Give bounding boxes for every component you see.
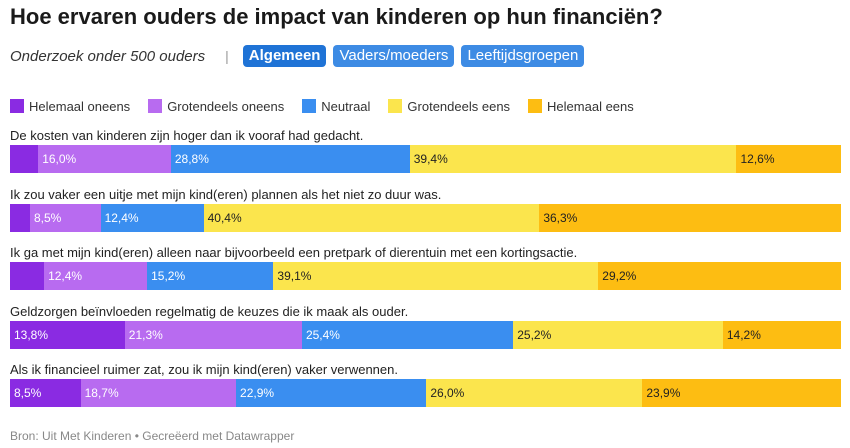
chart-title: Hoe ervaren ouders de impact van kindere… bbox=[10, 4, 663, 29]
question-label: Geldzorgen beïnvloeden regelmatig de keu… bbox=[10, 303, 409, 319]
legend-item: Neutraal bbox=[302, 99, 370, 114]
bar-segment: 15,2% bbox=[147, 262, 274, 290]
segment-value-label: 13,8% bbox=[14, 327, 49, 342]
bar-segment bbox=[10, 203, 30, 232]
segment-value-label: 25,4% bbox=[305, 327, 340, 342]
bar-segment: 8,5% bbox=[29, 203, 101, 232]
bar-segment: 12,4% bbox=[44, 262, 148, 290]
segment-value-label: 21,3% bbox=[128, 327, 163, 342]
bar-segment: 29,2% bbox=[598, 262, 841, 290]
chart-subtitle: Onderzoek onder 500 ouders bbox=[10, 47, 206, 65]
tab-leeftijdsgroepen[interactable]: Leeftijdsgroepen bbox=[461, 45, 585, 67]
segment-value-label: 18,7% bbox=[84, 386, 119, 400]
bar-segment: 12,4% bbox=[100, 203, 204, 232]
bar-segment bbox=[10, 145, 39, 173]
segment-value-label: 16,0% bbox=[42, 152, 77, 166]
segment-value-label: 8,5% bbox=[33, 210, 62, 225]
bar-segment: 25,2% bbox=[513, 320, 723, 349]
legend-swatch bbox=[388, 99, 403, 113]
legend-item: Helemaal oneens bbox=[10, 99, 130, 114]
legend-swatch bbox=[148, 99, 163, 113]
bar-segment bbox=[10, 262, 45, 290]
stacked-bar: 8,5% 18,7% 22,9% 26,0% 23,9% bbox=[10, 379, 841, 407]
segment-value-label: 36,3% bbox=[543, 210, 578, 225]
source-footer: Bron: Uit Met Kinderen • Gecreëerd met D… bbox=[10, 429, 295, 443]
bar-segment: 40,4% bbox=[203, 203, 540, 232]
segment-value-label: 23,9% bbox=[646, 386, 681, 400]
segment-value-label: 12,4% bbox=[48, 269, 83, 283]
segment-value-label: 12,4% bbox=[104, 210, 139, 225]
bar-segment: 25,4% bbox=[301, 320, 514, 349]
segment-value-label: 25,2% bbox=[517, 327, 552, 342]
segment-value-label: 14,2% bbox=[726, 327, 761, 342]
legend-swatch bbox=[302, 99, 317, 113]
separator: | bbox=[225, 48, 229, 64]
segment-value-label: 12,6% bbox=[740, 152, 775, 166]
bar-segment: 21,3% bbox=[124, 320, 302, 349]
segment-value-label: 40,4% bbox=[207, 210, 242, 225]
legend-item: Helemaal eens bbox=[528, 99, 634, 114]
legend-label: Grotendeels eens bbox=[407, 98, 511, 114]
segment-value-label: 28,8% bbox=[174, 152, 209, 166]
question-label: Ik zou vaker een uitje met mijn kind(ere… bbox=[10, 186, 442, 202]
legend-swatch bbox=[10, 99, 24, 113]
bar-segment: 22,9% bbox=[236, 379, 427, 407]
bar-segment: 13,8% bbox=[10, 320, 125, 349]
legend-label: Helemaal eens bbox=[547, 98, 634, 114]
bar-segment: 26,0% bbox=[426, 379, 643, 407]
segment-value-label: 22,9% bbox=[240, 386, 275, 400]
chart-legend: Helemaal oneens Grotendeels oneens Neutraa… bbox=[10, 97, 652, 115]
bar-segment: 39,1% bbox=[273, 262, 599, 290]
legend-label: Helemaal oneens bbox=[29, 98, 131, 114]
subtitle-row: Onderzoek onder 500 ouders | Algemeen Va… bbox=[10, 44, 591, 68]
tab-vaders-moeders[interactable]: Vaders/moeders bbox=[333, 45, 455, 67]
segment-value-label: 39,1% bbox=[277, 269, 312, 283]
question-label: Als ik financieel ruimer zat, zou ik mij… bbox=[10, 362, 398, 377]
stacked-bar: 8,5% 12,4% 40,4% 36,3% bbox=[10, 203, 841, 232]
bar-segment: 18,7% bbox=[80, 379, 237, 407]
stacked-bar: 12,4% 15,2% 39,1% 29,2% bbox=[10, 262, 841, 290]
bar-segment: 39,4% bbox=[409, 145, 737, 173]
stacked-bar: 13,8% 21,3% 25,4% 25,2% 14,2% bbox=[10, 320, 841, 349]
legend-item: Grotendeels oneens bbox=[148, 99, 284, 114]
question-label: De kosten van kinderen zijn hoger dan ik… bbox=[10, 128, 364, 143]
segment-value-label: 29,2% bbox=[602, 269, 637, 283]
legend-label: Neutraal bbox=[321, 98, 371, 114]
segment-value-label: 39,4% bbox=[413, 152, 448, 166]
bar-segment: 12,6% bbox=[736, 145, 841, 173]
segment-value-label: 15,2% bbox=[151, 269, 186, 283]
bar-segment: 36,3% bbox=[539, 203, 841, 232]
legend-label: Grotendeels oneens bbox=[167, 98, 285, 114]
legend-swatch bbox=[528, 99, 543, 113]
segment-value-label: 8,5% bbox=[14, 386, 42, 400]
bar-segment: 23,9% bbox=[642, 379, 841, 407]
legend-item: Grotendeels eens bbox=[388, 99, 510, 114]
bar-segment: 14,2% bbox=[722, 320, 841, 349]
stacked-bar: 16,0% 28,8% 39,4% 12,6% bbox=[10, 145, 841, 173]
bar-segment: 16,0% bbox=[38, 145, 171, 173]
segment-value-label: 26,0% bbox=[430, 386, 465, 400]
question-label: Ik ga met mijn kind(eren) alleen naar bi… bbox=[10, 245, 578, 260]
bar-segment: 8,5% bbox=[10, 379, 81, 407]
tab-algemeen[interactable]: Algemeen bbox=[242, 45, 327, 67]
bar-segment: 28,8% bbox=[170, 145, 410, 173]
